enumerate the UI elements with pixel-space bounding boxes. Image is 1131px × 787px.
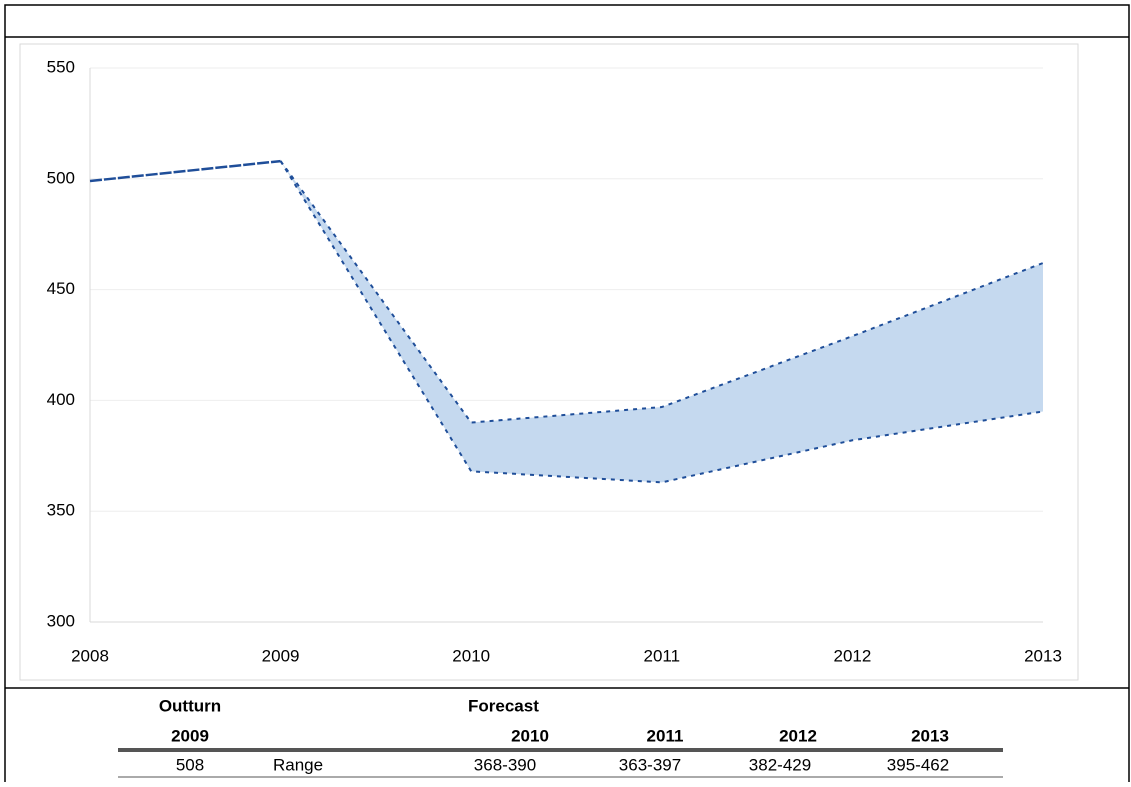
group-header: Outturn [159, 696, 221, 715]
y-tick-label: 450 [47, 279, 75, 298]
table: Outturn Forecast 2009 2010 2011 2012 201… [118, 696, 1003, 778]
series-line [279, 160, 1044, 424]
cell: 368-390 [474, 755, 536, 774]
y-tick-label: 350 [47, 501, 75, 520]
x-tick-label: 2011 [644, 646, 681, 665]
year-header: 2013 [911, 726, 949, 745]
range-band [280, 161, 1044, 483]
y-tick-label: 550 [47, 57, 75, 76]
year-header: 2011 [647, 726, 684, 745]
year-header: 2009 [171, 726, 209, 745]
y-tick-label: 500 [47, 168, 75, 187]
x-tick-label: 2012 [833, 646, 871, 665]
year-header: 2010 [511, 726, 549, 745]
group-header: Forecast [468, 696, 539, 715]
cell: 395-462 [887, 755, 949, 774]
chart-area [19, 43, 1079, 681]
y-tick-label: 300 [47, 611, 75, 630]
x-tick-label: 2009 [262, 646, 300, 665]
x-tick-label: 2010 [452, 646, 490, 665]
x-tick-label: 2013 [1024, 646, 1062, 665]
y-tick-label: 400 [47, 390, 75, 409]
x-tick-label: 2008 [71, 646, 109, 665]
cell: 508 [176, 755, 204, 774]
series-line [89, 159, 281, 183]
cell: 363-397 [619, 755, 681, 774]
cell: Range [273, 755, 323, 774]
frame [4, 4, 1130, 787]
cell: 382-429 [749, 755, 811, 774]
plot: 300 350 400 450 500 550 2008 2009 2010 2011 2012 20… [47, 57, 1062, 665]
year-header: 2012 [779, 726, 817, 745]
